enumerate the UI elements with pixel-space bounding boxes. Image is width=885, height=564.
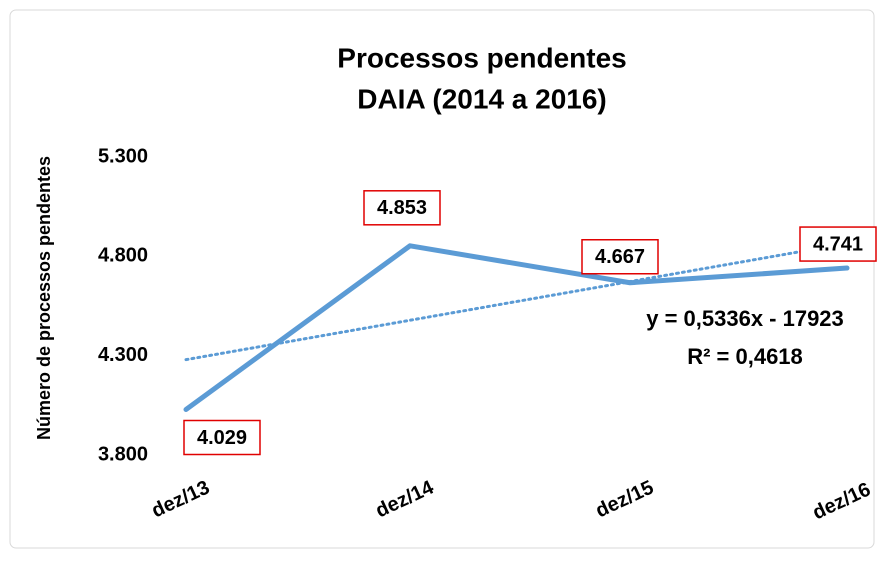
data-label: 4.029 [197,427,247,449]
trend-r2: R² = 0,4618 [687,344,803,369]
data-label-box [581,239,659,275]
data-label: 4.741 [813,233,863,255]
data-label-box [799,226,877,262]
data-label: 4.853 [377,197,427,219]
trend-equation: y = 0,5336x - 17923 [646,306,844,331]
y-tick-label: 5.300 [98,145,148,167]
trendline [184,241,849,362]
y-tick-label: 4.300 [98,344,148,366]
data-label-box [363,190,441,226]
chart-border [9,9,875,549]
data-line [183,243,850,413]
chart-title: Processos pendentes [337,42,626,73]
chart-subtitle: DAIA (2014 a 2016) [357,83,607,114]
y-tick-label: 4.800 [98,245,148,267]
y-axis-label: Número de processos pendentes [34,156,54,440]
y-tick-label: 3.800 [98,443,148,465]
data-label-box [183,419,261,456]
data-label: 4.667 [595,246,645,268]
